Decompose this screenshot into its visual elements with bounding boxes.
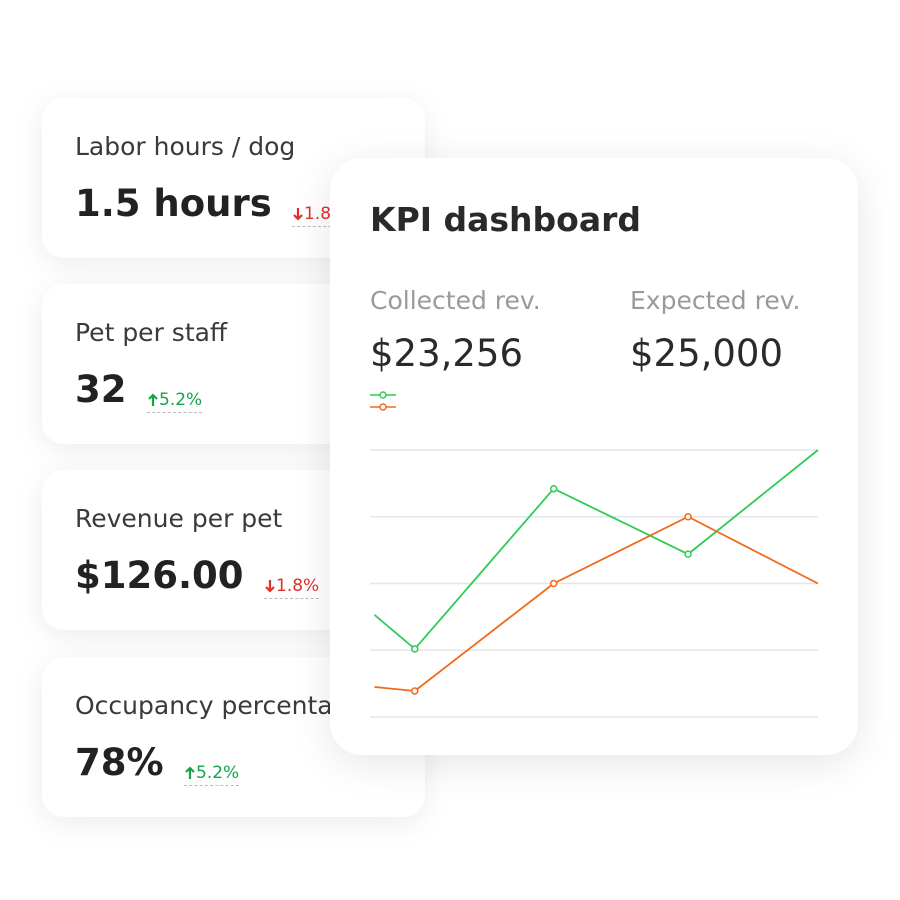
arrow-shape (148, 393, 158, 406)
series-line (374, 515, 819, 692)
kpi-change: 1.8% (264, 576, 320, 599)
arrow-shape (185, 766, 195, 779)
kpi-value: 1.5 hours (75, 182, 272, 225)
metric-label: Expected rev. (630, 286, 801, 315)
kpi-value: 32 (75, 368, 127, 411)
kpi-label: Pet per staff (75, 318, 228, 347)
kpi-label: Revenue per pet (75, 504, 283, 533)
kpi-change-text: 5.2% (196, 763, 240, 783)
kpi-change: 5.2% (147, 390, 203, 413)
point-marker (411, 687, 419, 695)
trend-arrow (185, 766, 195, 779)
dashboard-card: KPI dashboard Collected rev. $23,256 Exp… (330, 158, 858, 755)
point-marker (549, 484, 558, 493)
point-marker (411, 645, 419, 653)
kpi-change: 5.2% (184, 763, 240, 786)
arrow-shape (293, 208, 303, 221)
trend-arrow (148, 393, 158, 406)
trend-arrow (265, 580, 275, 593)
kpi-change-text: 5.2% (159, 390, 203, 410)
kpi-value: $126.00 (75, 554, 244, 597)
metric-label: Collected rev. (370, 286, 541, 315)
kpi-value: 78% (75, 741, 164, 784)
kpi-change-text: 1.8% (276, 576, 320, 596)
point-marker (549, 579, 558, 588)
kpi-label: Occupancy percentage (75, 691, 364, 720)
metric-value: $25,000 (630, 332, 784, 375)
metric-value: $23,256 (370, 332, 524, 375)
point-marker (684, 550, 692, 558)
dashboard-title: KPI dashboard (370, 200, 642, 239)
legend-marker (379, 391, 387, 399)
point-marker (684, 513, 692, 521)
arrow-shape (265, 580, 275, 593)
kpi-label: Labor hours / dog (75, 132, 296, 161)
line-chart (370, 391, 819, 718)
legend-marker (379, 403, 387, 411)
trend-arrow (293, 208, 303, 221)
